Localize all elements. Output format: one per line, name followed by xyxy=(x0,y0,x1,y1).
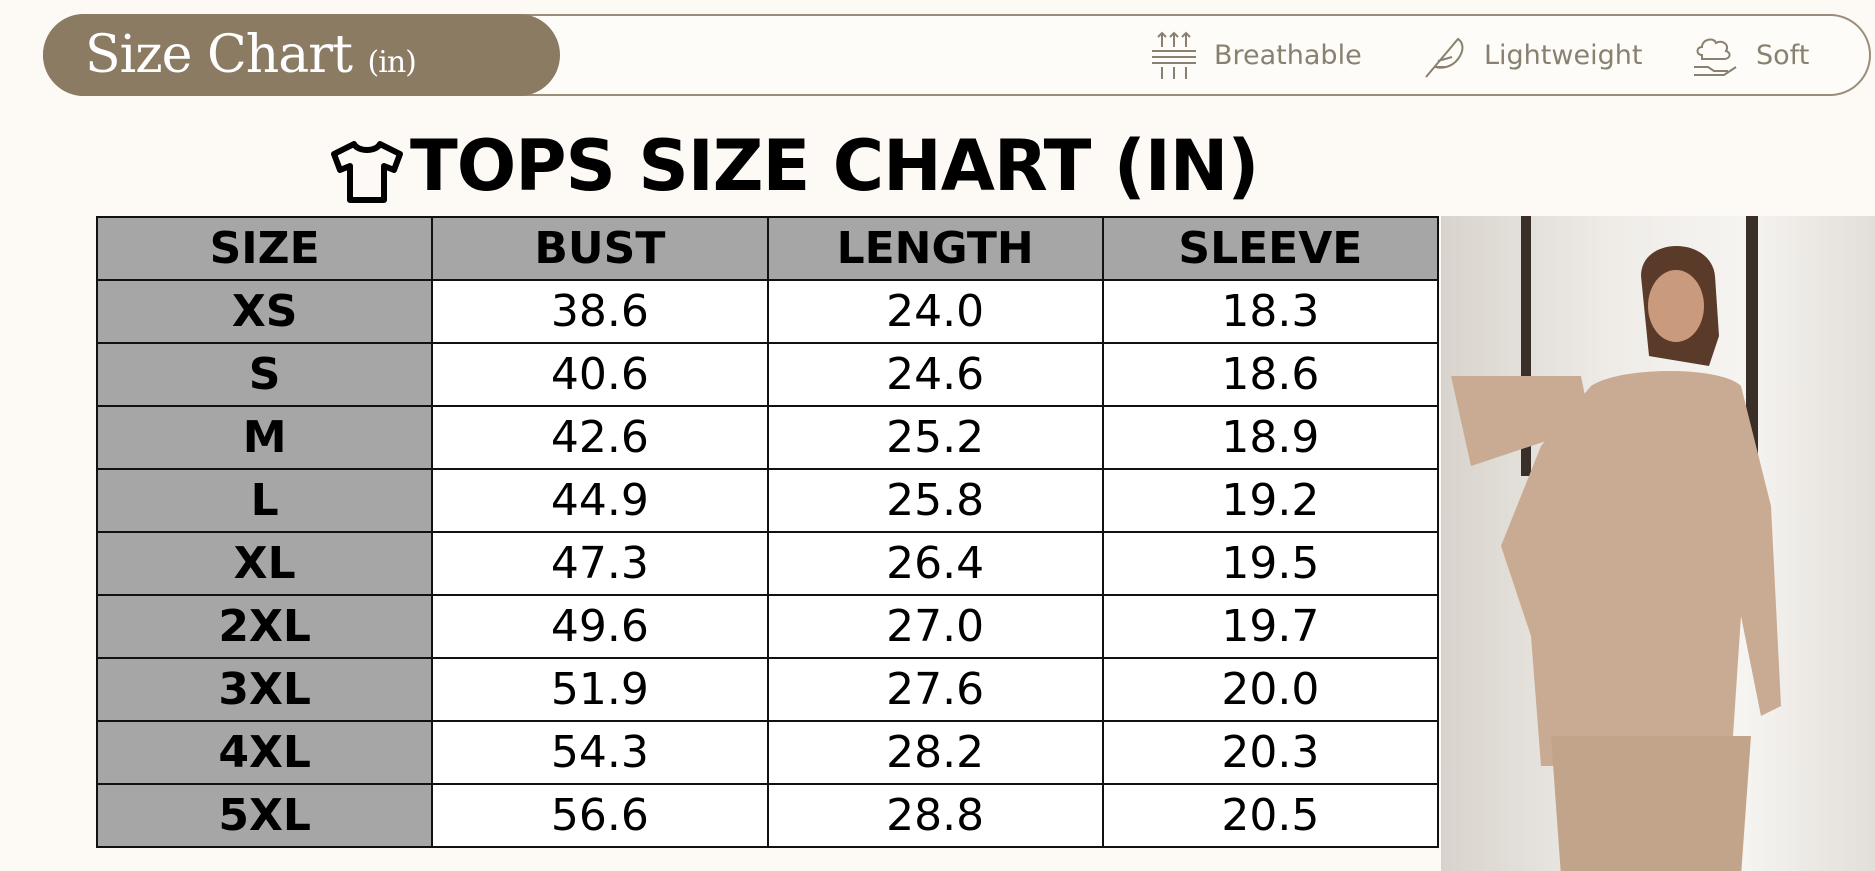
table-row: XL 47.3 26.4 19.5 xyxy=(95,531,1440,596)
table-row: S 40.6 24.6 18.6 xyxy=(95,342,1440,407)
brand-unit: (in) xyxy=(367,45,417,80)
sleeve-cell: 18.9 xyxy=(1101,405,1440,470)
feature-label: Lightweight xyxy=(1484,39,1643,71)
table-header-row: SIZE BUST LENGTH SLEEVE xyxy=(95,216,1440,281)
sleeve-cell: 20.0 xyxy=(1101,657,1440,722)
sleeve-cell: 19.7 xyxy=(1101,594,1440,659)
length-cell: 24.6 xyxy=(766,342,1104,407)
column-header-bust: BUST xyxy=(431,216,769,281)
feature-soft: Soft xyxy=(1690,14,1809,96)
size-cell: 3XL xyxy=(95,657,434,722)
table-row: 2XL 49.6 27.0 19.7 xyxy=(95,594,1440,659)
brand-title-text: Size Chart xyxy=(85,25,353,85)
length-cell: 26.4 xyxy=(766,531,1104,596)
sleeve-cell: 20.5 xyxy=(1101,783,1440,848)
table-row: M 42.6 25.2 18.9 xyxy=(95,405,1440,470)
feature-breathable: Breathable xyxy=(1148,14,1362,96)
sleeve-cell: 19.5 xyxy=(1101,531,1440,596)
model-photo xyxy=(1441,216,1875,871)
length-cell: 27.0 xyxy=(766,594,1104,659)
length-cell: 28.8 xyxy=(766,783,1104,848)
table-row: 4XL 54.3 28.2 20.3 xyxy=(95,720,1440,785)
table-row: 5XL 56.6 28.8 20.5 xyxy=(95,783,1440,848)
bust-cell: 38.6 xyxy=(431,279,769,344)
sleeve-cell: 19.2 xyxy=(1101,468,1440,533)
cloud-hand-icon xyxy=(1694,38,1737,76)
table-row: 3XL 51.9 27.6 20.0 xyxy=(95,657,1440,722)
feather-icon xyxy=(1425,37,1464,78)
breathable-icon xyxy=(1152,31,1196,79)
size-cell: 5XL xyxy=(95,783,434,848)
chart-title-text: TOPS SIZE CHART (IN) xyxy=(410,125,1259,207)
bust-cell: 44.9 xyxy=(431,468,769,533)
feature-label: Breathable xyxy=(1214,39,1362,71)
length-cell: 27.6 xyxy=(766,657,1104,722)
sleeve-cell: 18.6 xyxy=(1101,342,1440,407)
sleeve-cell: 18.3 xyxy=(1101,279,1440,344)
brand-title: Size Chart (in) xyxy=(43,14,560,96)
size-cell: S xyxy=(95,342,434,407)
feature-label: Soft xyxy=(1756,39,1810,71)
size-cell: L xyxy=(95,468,434,533)
sleeve-cell: 20.3 xyxy=(1101,720,1440,785)
feature-lightweight: Lightweight xyxy=(1418,14,1642,96)
bust-cell: 47.3 xyxy=(431,531,769,596)
size-cell: XL xyxy=(95,531,434,596)
size-table: SIZE BUST LENGTH SLEEVE XS 38.6 24.0 18.3 S 40.6… xyxy=(95,216,1440,848)
length-cell: 24.0 xyxy=(766,279,1104,344)
bust-cell: 51.9 xyxy=(431,657,769,722)
column-header-sleeve: SLEEVE xyxy=(1101,216,1440,281)
column-header-size: SIZE xyxy=(95,216,434,281)
model-illustration xyxy=(1451,216,1781,871)
length-cell: 28.2 xyxy=(766,720,1104,785)
table-row: L 44.9 25.8 19.2 xyxy=(95,468,1440,533)
column-header-length: LENGTH xyxy=(766,216,1104,281)
bust-cell: 54.3 xyxy=(431,720,769,785)
length-cell: 25.8 xyxy=(766,468,1104,533)
size-cell: 4XL xyxy=(95,720,434,785)
bust-cell: 40.6 xyxy=(431,342,769,407)
chart-title: TOPS SIZE CHART (IN) xyxy=(328,125,1259,207)
size-cell: XS xyxy=(95,279,434,344)
bust-cell: 49.6 xyxy=(431,594,769,659)
length-cell: 25.2 xyxy=(766,405,1104,470)
bust-cell: 42.6 xyxy=(431,405,769,470)
tshirt-icon xyxy=(331,141,403,203)
size-cell: 2XL xyxy=(95,594,434,659)
size-cell: M xyxy=(95,405,434,470)
table-row: XS 38.6 24.0 18.3 xyxy=(95,279,1440,344)
bust-cell: 56.6 xyxy=(431,783,769,848)
